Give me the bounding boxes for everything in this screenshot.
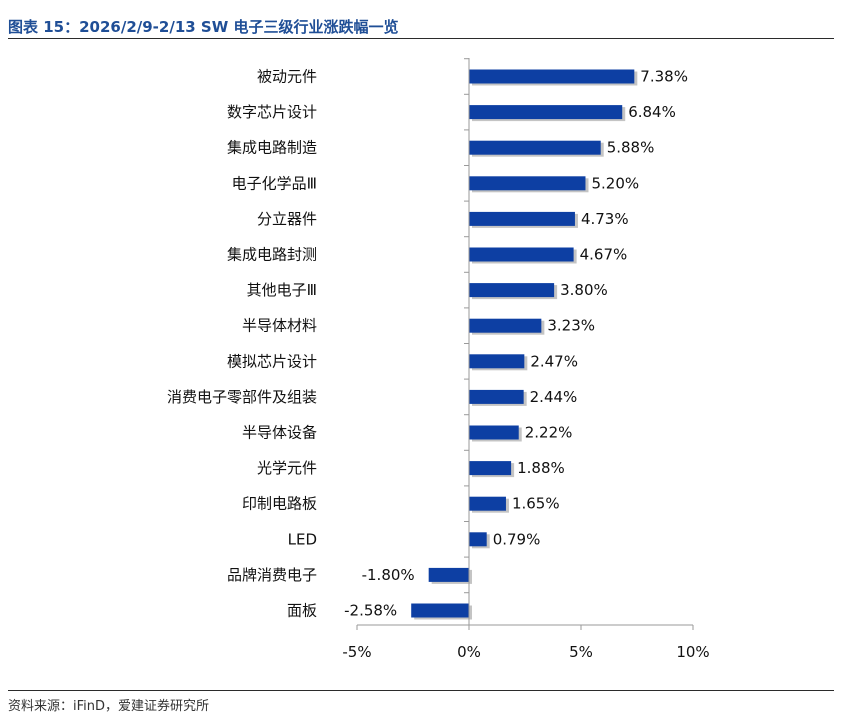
- category-label: 半导体设备: [242, 424, 317, 442]
- bar: [469, 176, 586, 191]
- category-label: 集成电路封测: [227, 246, 317, 264]
- value-label: 1.65%: [512, 495, 560, 513]
- value-label: 0.79%: [493, 530, 541, 548]
- value-label: 4.67%: [580, 246, 628, 264]
- x-tick-label: 10%: [676, 643, 709, 661]
- bar: [469, 211, 575, 226]
- value-label: 5.20%: [591, 174, 639, 192]
- value-label: -1.80%: [362, 566, 415, 584]
- bar: [469, 283, 555, 298]
- value-label: 3.80%: [560, 281, 608, 299]
- category-label: 集成电路制造: [227, 139, 317, 157]
- category-label: 消费电子零部件及组装: [167, 388, 317, 406]
- value-label: 6.84%: [628, 103, 676, 121]
- bar: [469, 496, 506, 511]
- category-label: LED: [288, 530, 317, 548]
- value-label: 2.44%: [530, 388, 578, 406]
- category-label: 被动元件: [257, 68, 317, 86]
- value-label: 7.38%: [640, 68, 688, 86]
- x-tick-label: 5%: [569, 643, 593, 661]
- value-label: 4.73%: [581, 210, 629, 228]
- value-label: 3.23%: [547, 317, 595, 335]
- value-label: 2.22%: [525, 424, 573, 442]
- category-label: 面板: [287, 602, 317, 620]
- bar: [469, 532, 487, 547]
- category-label: 分立器件: [257, 210, 317, 228]
- category-label: 光学元件: [257, 459, 317, 477]
- category-label: 半导体材料: [242, 317, 317, 335]
- bar: [469, 247, 574, 262]
- bar: [469, 461, 512, 476]
- category-label: 印制电路板: [242, 495, 317, 513]
- value-label: 2.47%: [530, 352, 578, 370]
- bar: [469, 318, 542, 333]
- category-label: 模拟芯片设计: [227, 352, 317, 370]
- bar: [469, 425, 519, 440]
- top-divider: [8, 38, 834, 39]
- value-label: 1.88%: [517, 459, 565, 477]
- category-label: 其他电子Ⅲ: [247, 281, 317, 299]
- bar: [469, 354, 525, 369]
- value-label: 5.88%: [607, 139, 655, 157]
- value-labels: 7.38% 6.84% 5.88% 5.20% 4.73% 4.67% 3.80% 3.23%…: [344, 68, 688, 620]
- x-tick-label: 0%: [457, 643, 481, 661]
- bar: [469, 105, 623, 120]
- axis: [356, 58, 694, 630]
- category-label: 数字芯片设计: [227, 103, 317, 121]
- bar: [469, 140, 601, 155]
- bar: [411, 603, 469, 618]
- category-label: 电子化学品Ⅲ: [232, 174, 317, 192]
- bar: [469, 69, 635, 84]
- value-label: -2.58%: [344, 602, 397, 620]
- bar: [428, 567, 469, 582]
- category-label: 品牌消费电子: [227, 566, 317, 584]
- source-note: 资料来源：iFinD，爱建证券研究所: [8, 699, 210, 714]
- bottom-divider: [8, 690, 834, 691]
- chart-title: 图表 15：2026/2/9-2/13 SW 电子三级行业涨跌幅一览: [8, 18, 399, 36]
- bars: [411, 69, 635, 618]
- tick-labels: -5% 0% 5% 10%: [342, 643, 709, 661]
- x-tick-label: -5%: [342, 643, 371, 661]
- bar: [469, 389, 524, 404]
